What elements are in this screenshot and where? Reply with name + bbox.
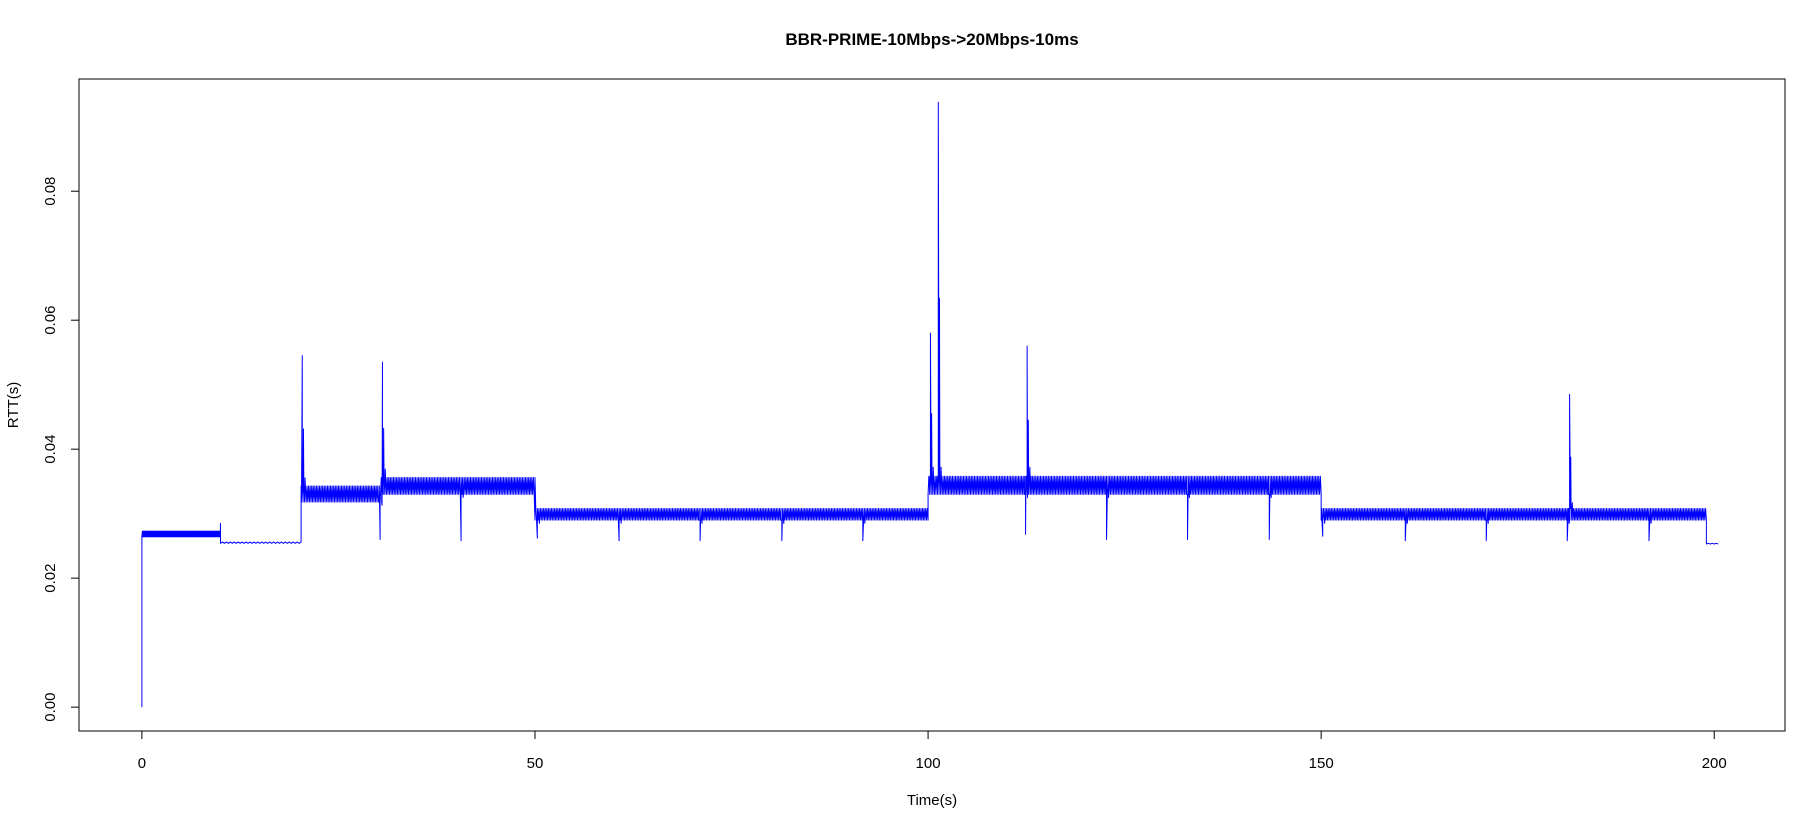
- rtt-series-line: [141, 101, 1719, 708]
- y-tick-label: 0.02: [42, 564, 59, 593]
- x-tick-label: 200: [1702, 755, 1727, 772]
- plot-frame: [78, 78, 1786, 732]
- x-axis: 0 50 100 150 200: [138, 730, 1727, 772]
- y-axis-label: RTT(s): [5, 382, 22, 428]
- x-tick-label: 150: [1309, 755, 1334, 772]
- y-tick-label: 0.06: [42, 306, 59, 335]
- y-tick-label: 0.00: [42, 693, 59, 722]
- x-tick-label: 100: [916, 755, 941, 772]
- y-axis: 0.00 0.02 0.04 0.06 0.08: [42, 177, 80, 722]
- x-tick-label: 50: [527, 755, 544, 772]
- x-axis-label: Time(s): [907, 792, 957, 809]
- y-tick-label: 0.08: [42, 177, 59, 206]
- x-tick-label: 0: [138, 755, 146, 772]
- chart-title: BBR-PRIME-10Mbps->20Mbps-10ms: [785, 30, 1078, 49]
- series-layer: [141, 101, 1719, 708]
- y-tick-label: 0.04: [42, 435, 59, 464]
